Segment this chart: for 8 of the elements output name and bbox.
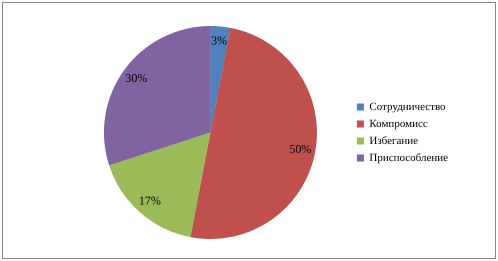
- legend-label: Компромисс: [369, 118, 428, 130]
- legend-label: Избегание: [369, 134, 418, 147]
- data-label: 30%: [125, 70, 148, 85]
- data-label: 3%: [211, 33, 228, 48]
- legend-label: Сотрудничество: [369, 100, 446, 113]
- legend-label: Приспособление: [369, 152, 448, 164]
- data-label: 17%: [138, 193, 161, 208]
- data-label: 50%: [289, 142, 312, 156]
